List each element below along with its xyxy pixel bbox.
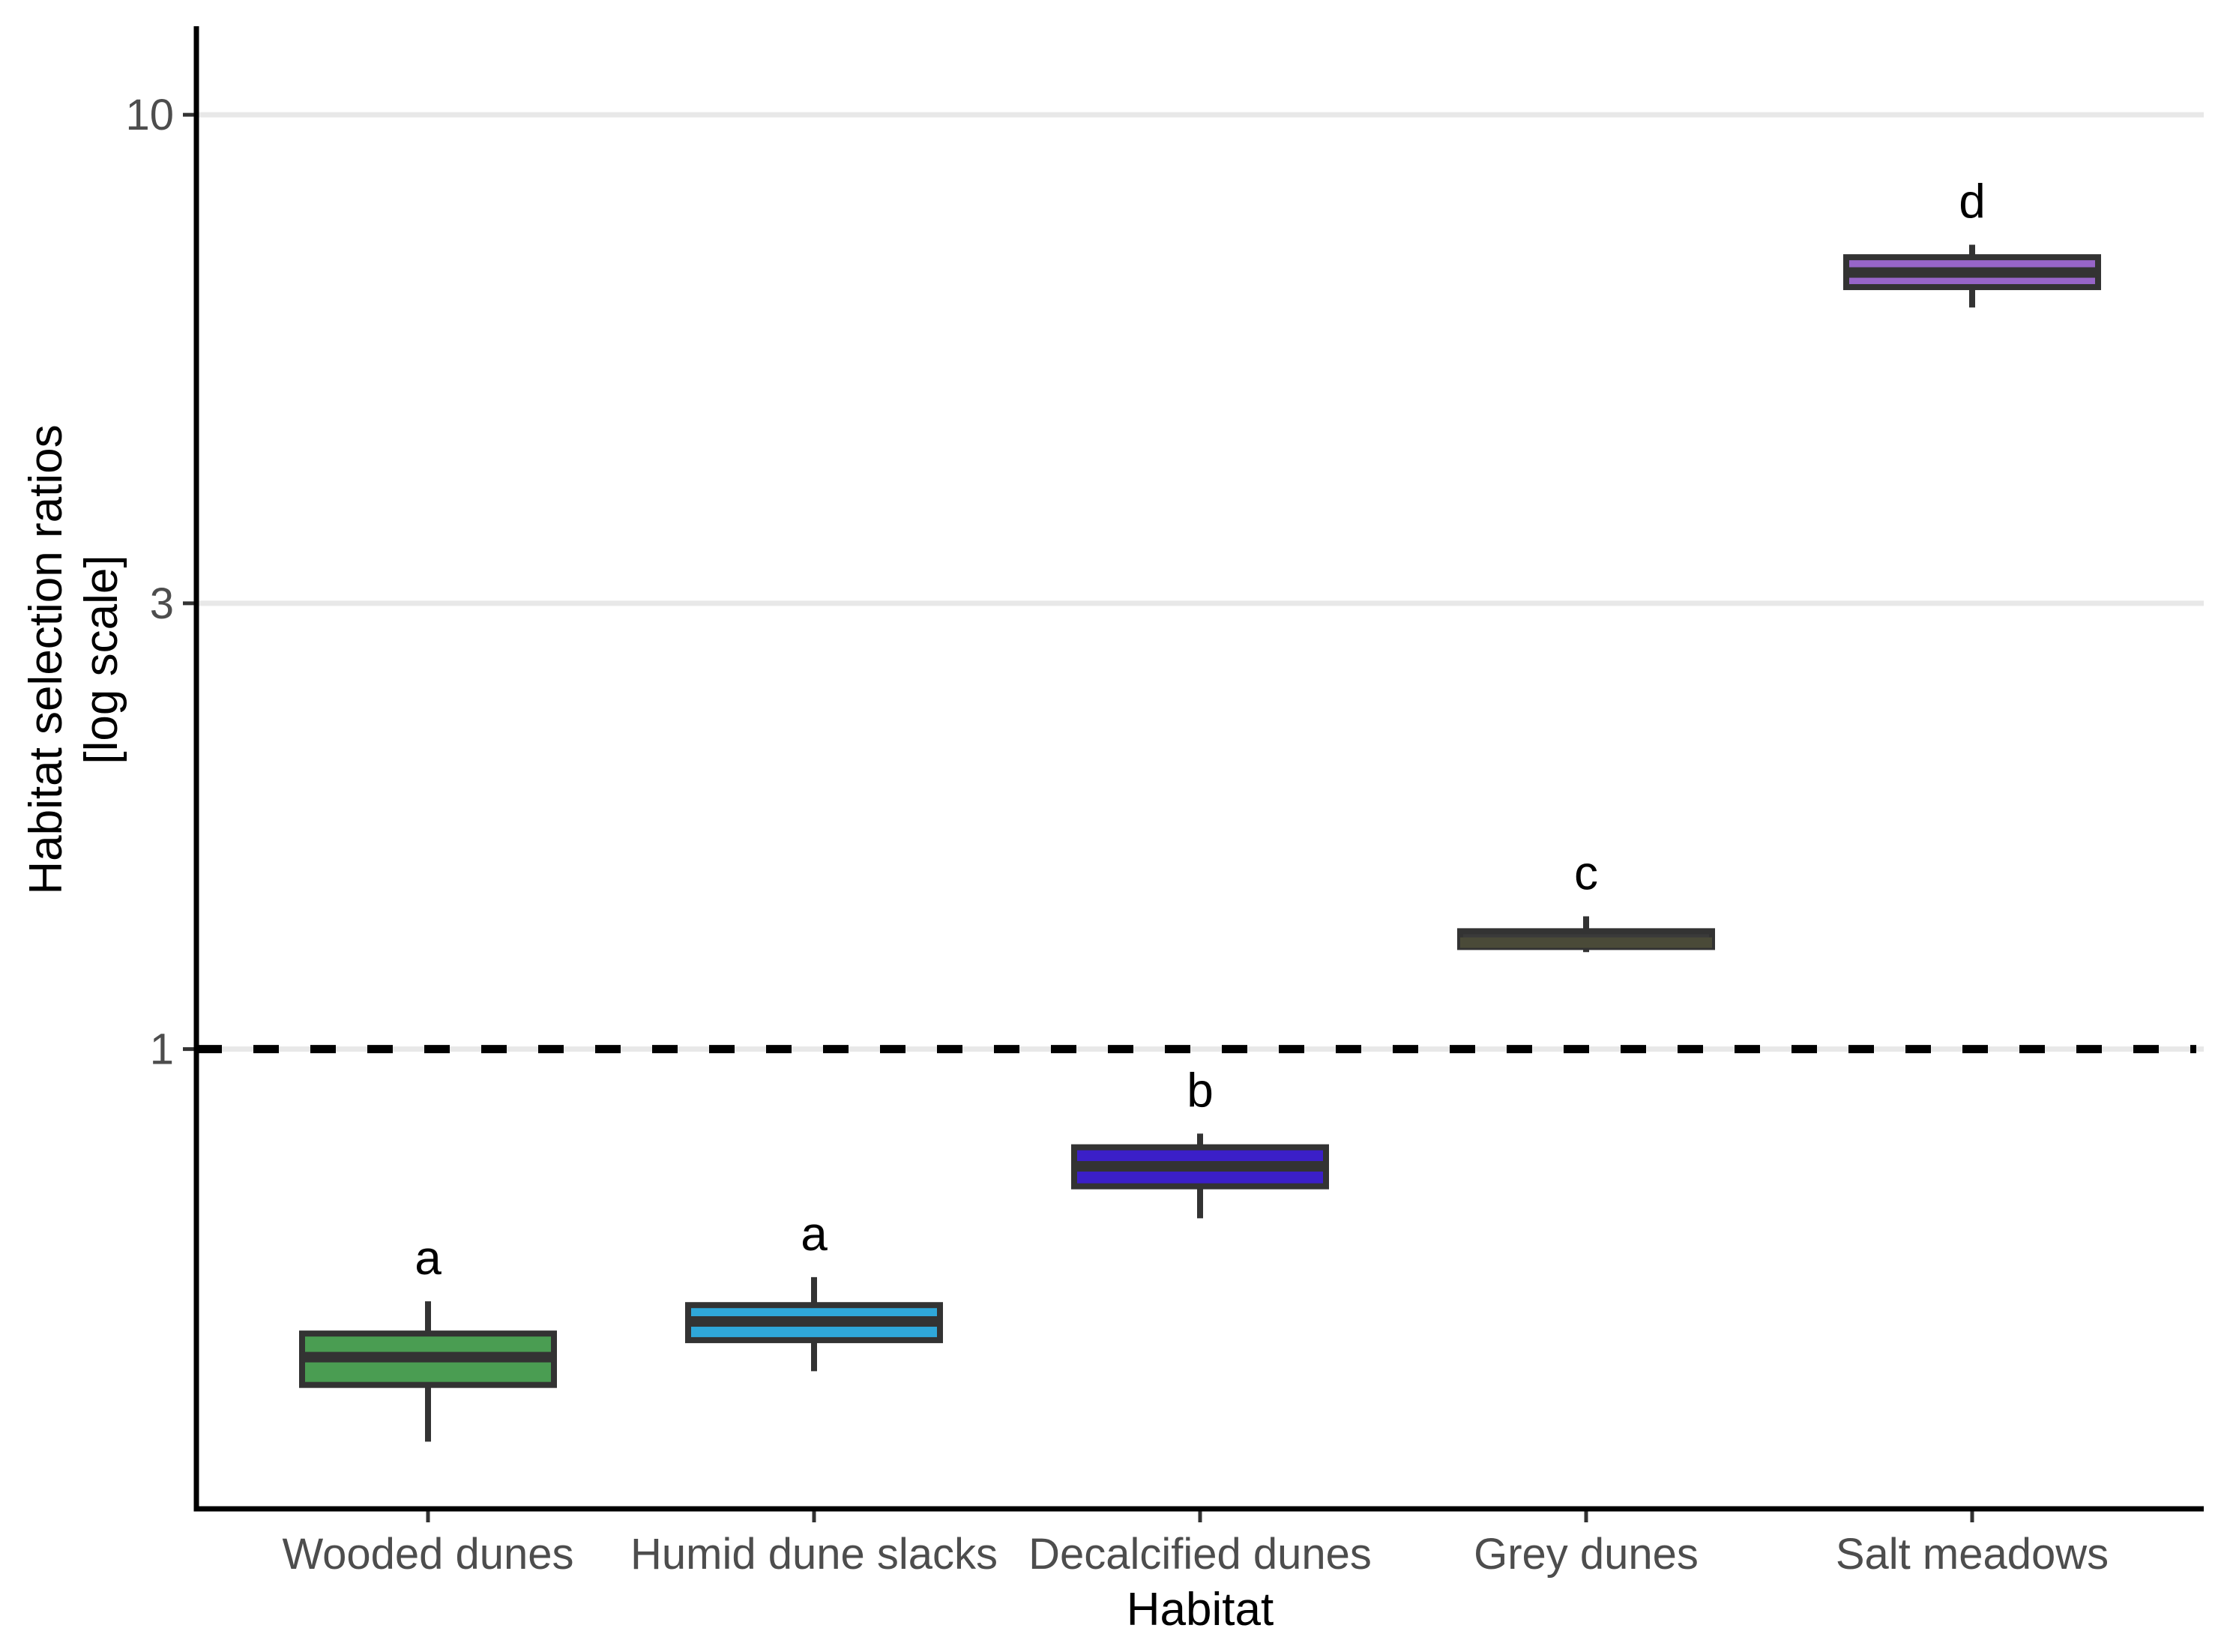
y-axis-tick-label: 1: [150, 1025, 174, 1074]
median-line: [1460, 937, 1712, 948]
y-axis-tick-label: 10: [125, 91, 174, 139]
x-axis-tick-label: Salt meadows: [1836, 1530, 2109, 1579]
median-line: [302, 1351, 554, 1363]
y-axis-tick-label: 3: [150, 579, 174, 628]
x-axis-title: Habitat: [1127, 1584, 1274, 1636]
median-line: [688, 1316, 940, 1327]
x-axis-tick-label: Decalcified dunes: [1028, 1530, 1372, 1579]
x-axis-tick-label: Humid dune slacks: [630, 1530, 998, 1579]
significance-letter: a: [415, 1231, 442, 1285]
x-axis-tick-label: Wooded dunes: [282, 1530, 573, 1579]
significance-letter: c: [1574, 846, 1598, 900]
significance-letter: b: [1187, 1063, 1214, 1117]
median-line: [1846, 267, 2098, 278]
y-axis-title-line2: [log scale]: [76, 555, 127, 764]
significance-letter: a: [801, 1207, 828, 1261]
median-line: [1074, 1161, 1326, 1172]
y-axis-title: Habitat selection ratios: [20, 424, 72, 894]
x-axis-tick-label: Grey dunes: [1474, 1530, 1699, 1579]
significance-letter: d: [1959, 175, 1986, 229]
